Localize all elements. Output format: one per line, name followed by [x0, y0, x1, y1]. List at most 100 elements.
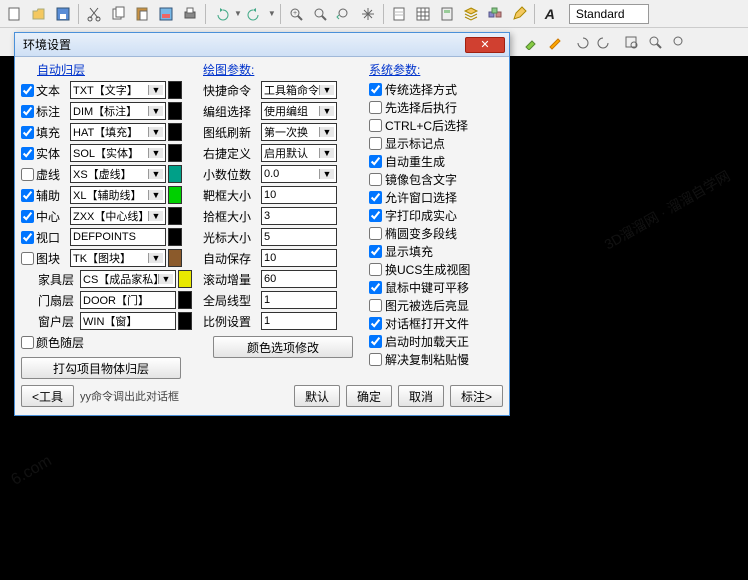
color-swatch[interactable]: [168, 144, 182, 162]
dialog-titlebar[interactable]: 环境设置 ✕: [15, 33, 509, 57]
color-swatch[interactable]: [168, 207, 182, 225]
sys-checkbox[interactable]: [369, 137, 382, 150]
toolbar-pan-icon[interactable]: [357, 3, 379, 25]
sys-checkbox[interactable]: [369, 209, 382, 222]
toolbar-properties-icon[interactable]: [155, 3, 177, 25]
toolbar-sheet-icon[interactable]: [388, 3, 410, 25]
layer-checkbox[interactable]: [21, 168, 34, 181]
sys-checkbox[interactable]: [369, 119, 382, 132]
toolbar-blocks-icon[interactable]: [484, 3, 506, 25]
param-combo[interactable]: 0.0: [261, 165, 337, 183]
ok-button[interactable]: 确定: [346, 385, 392, 407]
param-input[interactable]: [261, 207, 337, 225]
group-to-layer-button[interactable]: 打勾项目物体归层: [21, 357, 181, 379]
sys-checkbox[interactable]: [369, 101, 382, 114]
tb2-zoomext-icon[interactable]: [620, 31, 642, 53]
toolbar-paste-icon[interactable]: [131, 3, 153, 25]
layer-combo[interactable]: HAT【填充】: [70, 123, 166, 141]
color-swatch[interactable]: [168, 102, 182, 120]
toolbar-cut-icon[interactable]: [83, 3, 105, 25]
layer-checkbox[interactable]: [21, 126, 34, 139]
toolbar-markup-icon[interactable]: [508, 3, 530, 25]
toolbar-print-icon[interactable]: [179, 3, 201, 25]
sys-checkbox[interactable]: [369, 263, 382, 276]
layer-checkbox[interactable]: [21, 84, 34, 97]
param-input[interactable]: [261, 249, 337, 267]
toolbar-copy-icon[interactable]: [107, 3, 129, 25]
layer-combo[interactable]: WIN【窗】: [80, 312, 176, 330]
param-input[interactable]: [261, 228, 337, 246]
layer-combo[interactable]: CS【成品家私】: [80, 270, 176, 288]
toolbar-new-icon[interactable]: [4, 3, 26, 25]
toolbar-calc-icon[interactable]: [436, 3, 458, 25]
layer-combo[interactable]: SOL【实体】: [70, 144, 166, 162]
color-swatch[interactable]: [168, 228, 182, 246]
cancel-button[interactable]: 取消: [398, 385, 444, 407]
tool-button[interactable]: <工具: [21, 385, 74, 407]
sys-checkbox[interactable]: [369, 335, 382, 348]
layer-combo[interactable]: ZXX【中心线】: [70, 207, 166, 225]
param-input[interactable]: [261, 291, 337, 309]
color-swatch[interactable]: [178, 270, 192, 288]
param-combo[interactable]: 工具箱命令: [261, 81, 337, 99]
color-swatch[interactable]: [168, 81, 182, 99]
color-follow-checkbox[interactable]: [21, 336, 34, 349]
param-combo[interactable]: 使用编组: [261, 102, 337, 120]
layer-combo[interactable]: TXT【文字】: [70, 81, 166, 99]
layer-combo[interactable]: DOOR【门】: [80, 291, 176, 309]
toolbar-redo-icon[interactable]: [244, 3, 266, 25]
color-swatch[interactable]: [168, 249, 182, 267]
text-style-combo[interactable]: Standard: [569, 4, 649, 24]
layer-checkbox[interactable]: [21, 147, 34, 160]
color-swatch[interactable]: [178, 312, 192, 330]
sys-checkbox[interactable]: [369, 245, 382, 258]
default-button[interactable]: 默认: [294, 385, 340, 407]
toolbar-layers-icon[interactable]: [460, 3, 482, 25]
layer-checkbox[interactable]: [21, 189, 34, 202]
color-options-button[interactable]: 颜色选项修改: [213, 336, 353, 358]
sys-checkbox[interactable]: [369, 155, 382, 168]
sys-checkbox[interactable]: [369, 299, 382, 312]
param-combo[interactable]: 启用默认: [261, 144, 337, 162]
sys-checkbox[interactable]: [369, 227, 382, 240]
layer-combo[interactable]: XL【辅助线】: [70, 186, 166, 204]
dropdown-arrow-icon[interactable]: ▼: [268, 9, 276, 18]
color-swatch[interactable]: [168, 186, 182, 204]
annotate-button[interactable]: 标注>: [450, 385, 503, 407]
toolbar-zoom-window-icon[interactable]: +: [285, 3, 307, 25]
layer-checkbox[interactable]: [21, 210, 34, 223]
sys-checkbox[interactable]: [369, 191, 382, 204]
sys-checkbox[interactable]: [369, 173, 382, 186]
toolbar-save-icon[interactable]: [52, 3, 74, 25]
tb2-pencil-icon[interactable]: [544, 31, 566, 53]
layer-combo[interactable]: DEFPOINTS: [70, 228, 166, 246]
param-input[interactable]: [261, 186, 337, 204]
tb2-brush-icon[interactable]: [520, 31, 542, 53]
close-button[interactable]: ✕: [465, 37, 505, 53]
param-input[interactable]: [261, 270, 337, 288]
tb2-zoom-icon[interactable]: [644, 31, 666, 53]
layer-checkbox[interactable]: [21, 231, 34, 244]
sys-checkbox[interactable]: [369, 317, 382, 330]
layer-combo[interactable]: XS【虚线】: [70, 165, 166, 183]
toolbar-zoom-prev-icon[interactable]: [333, 3, 355, 25]
toolbar-zoom-icon[interactable]: [309, 3, 331, 25]
toolbar-undo-icon[interactable]: [210, 3, 232, 25]
layer-combo[interactable]: TK【图块】: [70, 249, 166, 267]
color-swatch[interactable]: [178, 291, 192, 309]
layer-combo[interactable]: DIM【标注】: [70, 102, 166, 120]
layer-checkbox[interactable]: [21, 252, 34, 265]
tb2-redo-icon[interactable]: [594, 31, 616, 53]
color-swatch[interactable]: [168, 165, 182, 183]
param-input[interactable]: [261, 312, 337, 330]
sys-checkbox[interactable]: [369, 281, 382, 294]
color-swatch[interactable]: [168, 123, 182, 141]
tb2-undo-icon[interactable]: [570, 31, 592, 53]
toolbar-table-icon[interactable]: [412, 3, 434, 25]
sys-checkbox[interactable]: [369, 353, 382, 366]
sys-checkbox[interactable]: [369, 83, 382, 96]
tb2-zoomprev-icon[interactable]: [668, 31, 690, 53]
layer-checkbox[interactable]: [21, 105, 34, 118]
param-combo[interactable]: 第一次换: [261, 123, 337, 141]
dropdown-arrow-icon[interactable]: ▼: [234, 9, 242, 18]
